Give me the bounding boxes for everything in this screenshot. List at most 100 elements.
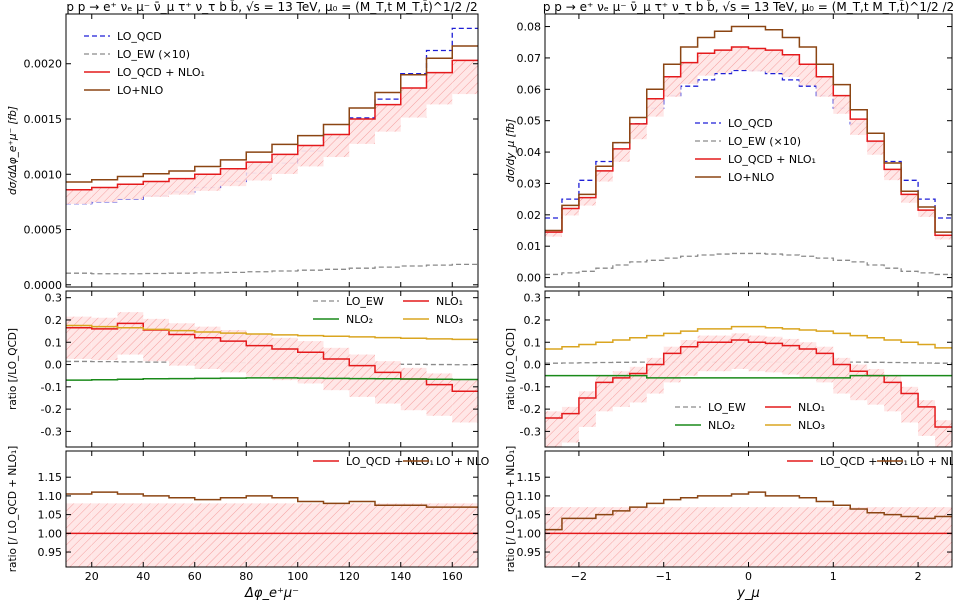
chart-title-0: p p → e⁺ νₑ μ⁻ ν̄_μ τ⁺ ν_τ b b̄, √s = 13… [66, 0, 477, 14]
panel-1-1: 0.3 0.2 0.1 0.0 -0.1 -0.2 -0.3 ratio [/LO_QCD] L… [505, 290, 953, 448]
legend-entry: LO_QCD + NLO₁ [313, 455, 434, 468]
x-tick-label: 40 [136, 570, 150, 583]
legend-entry: NLO₁ [403, 295, 463, 308]
y-tick-label: 0.05 [517, 115, 542, 128]
uncertainty-band-bin [816, 507, 834, 567]
uncertainty-band-bin [595, 507, 613, 567]
uncertainty-band-bin [143, 503, 169, 567]
uncertainty-band-bin [816, 346, 834, 383]
y-tick-label: 1.00 [38, 527, 63, 540]
series-line-1 [545, 491, 952, 531]
legend-label: NLO₂ [346, 313, 373, 326]
x-tick-label: 80 [239, 570, 253, 583]
x-tick-label: 120 [339, 570, 360, 583]
y-tick-label: 0.07 [517, 52, 542, 65]
y-tick-label: 0.03 [517, 177, 542, 190]
uncertainty-band-bin [816, 76, 834, 97]
legend-label: NLO₃ [798, 419, 825, 432]
y-tick-label: 0.2 [524, 314, 542, 327]
plot-area [66, 312, 478, 423]
y-tick-label: 0.3 [524, 292, 542, 305]
uncertainty-band-bin [918, 507, 936, 567]
uncertainty-band-bin [697, 335, 715, 372]
uncertainty-band-bin [697, 53, 715, 76]
uncertainty-band-bin [426, 373, 453, 416]
uncertainty-band-bin [748, 335, 766, 372]
uncertainty-band-bin [901, 194, 919, 203]
uncertainty-band-bin [782, 338, 800, 375]
series-line-2 [545, 374, 952, 379]
uncertainty-band-bin [194, 503, 221, 567]
uncertainty-band-bin [452, 60, 478, 95]
uncertainty-band-bin [697, 507, 715, 567]
series-line-3 [545, 25, 952, 233]
legend-label: LO_QCD + NLO₁ [117, 66, 205, 79]
x-tick-label: 140 [390, 570, 411, 583]
uncertainty-band-bin [629, 366, 647, 403]
y-tick-label: 0.01 [517, 240, 542, 253]
uncertainty-band-bin [765, 50, 783, 73]
plot-area [545, 325, 952, 447]
uncertainty-band-bin [578, 391, 596, 427]
x-axis-label-1: y_μ [736, 586, 759, 601]
legend-entry: LO_EW [675, 401, 746, 414]
legend-label: LO + NLO [436, 455, 490, 468]
uncertainty-band-bin [663, 346, 681, 383]
uncertainty-band-bin [220, 168, 247, 187]
uncertainty-band-bin [850, 507, 868, 567]
plot-area [545, 25, 952, 276]
uncertainty-band-bin [272, 503, 298, 567]
legend-entry: LO_QCD + NLO₁ [787, 455, 908, 468]
uncertainty-band-bin [117, 312, 144, 355]
uncertainty-band-bin [66, 503, 92, 567]
y-tick-label: 0.0005 [24, 224, 63, 237]
uncertainty-band-bin [833, 357, 851, 394]
uncertainty-band-bin [375, 104, 401, 132]
uncertainty-band-bin [799, 507, 817, 567]
legend-entry: NLO₂ [675, 419, 735, 432]
uncertainty-band-bin [194, 326, 221, 369]
uncertainty-band-bin [884, 507, 902, 567]
series-line-3 [66, 324, 478, 341]
legend-entry: LO + NLO [403, 455, 490, 468]
uncertainty-band-bin [714, 50, 732, 73]
series-line-3 [66, 45, 478, 183]
y-tick-label: 0.00 [517, 272, 542, 285]
uncertainty-band-bin [731, 46, 749, 71]
uncertainty-band-bin [66, 316, 92, 359]
uncertainty-band-bin [748, 507, 766, 567]
x-tick-label: 0 [745, 570, 752, 583]
uncertainty-band-bin [452, 503, 478, 567]
legend-label: NLO₁ [436, 295, 463, 308]
uncertainty-band-bin [246, 503, 272, 567]
uncertainty-band-bin [680, 507, 698, 567]
uncertainty-band-bin [680, 340, 698, 376]
y-tick-label: 0.0020 [24, 58, 63, 71]
uncertainty-band-bin [272, 154, 298, 174]
y-tick-label: -0.2 [520, 403, 541, 416]
uncertainty-band-bin [400, 88, 427, 118]
x-axis-label-0: Δφ_e⁺μ⁻ [244, 586, 299, 601]
uncertainty-band-bin [220, 330, 247, 373]
uncertainty-band-bin [629, 123, 647, 140]
uncertainty-band-bin [935, 235, 952, 240]
legend-label: NLO₁ [798, 401, 825, 414]
series-line-1 [66, 322, 478, 393]
uncertainty-band-bin [426, 503, 453, 567]
legend-label: LO_QCD + NLO₁ [346, 455, 434, 468]
y-tick-label: 0.0000 [24, 279, 63, 292]
legend-label: LO+NLO [117, 84, 164, 97]
uncertainty-band-bin [169, 323, 195, 366]
uncertainty-band-bin [561, 208, 579, 216]
panel-frame [65, 290, 479, 448]
legend-label: LO+NLO [728, 171, 775, 184]
uncertainty-band-bin [117, 184, 144, 200]
uncertainty-band-bin [867, 507, 885, 567]
uncertainty-band-bin [349, 354, 375, 397]
y-tick-label: 1.05 [517, 509, 542, 522]
legend-label: LO_EW [346, 295, 384, 308]
uncertainty-band-bin [833, 507, 851, 567]
series-line-2 [66, 377, 478, 381]
uncertainty-band-bin [612, 148, 630, 162]
uncertainty-band-bin [782, 54, 800, 78]
